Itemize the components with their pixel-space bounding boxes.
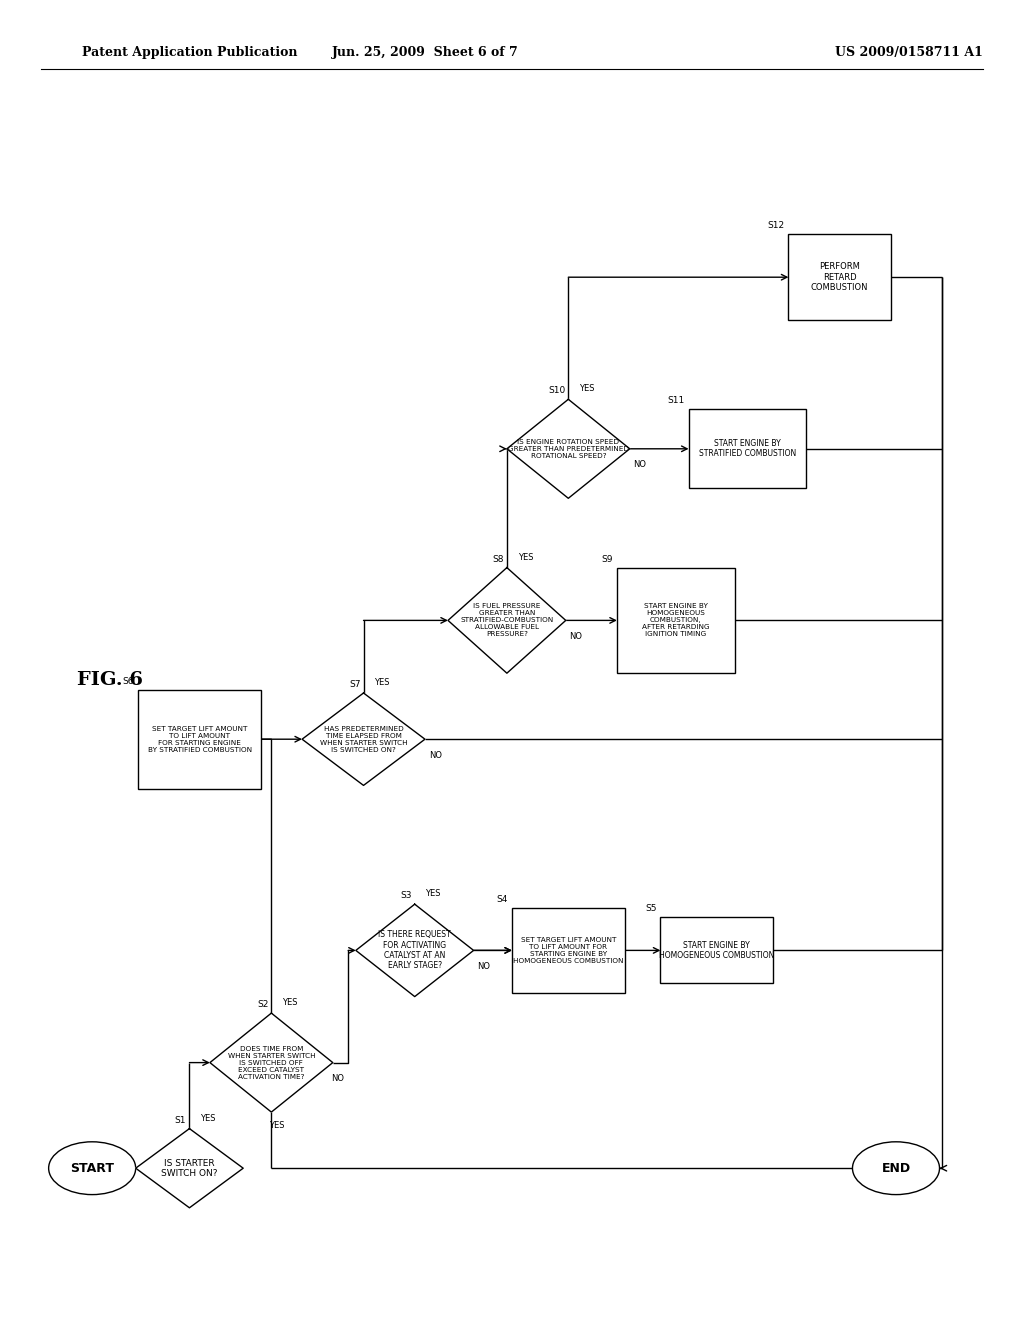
Text: IS ENGINE ROTATION SPEED
GREATER THAN PREDETERMINED
ROTATIONAL SPEED?: IS ENGINE ROTATION SPEED GREATER THAN PR… — [508, 438, 629, 459]
Text: S6: S6 — [123, 677, 134, 686]
Text: IS STARTER
SWITCH ON?: IS STARTER SWITCH ON? — [161, 1159, 218, 1177]
Text: NO: NO — [477, 962, 490, 970]
Text: PERFORM
RETARD
COMBUSTION: PERFORM RETARD COMBUSTION — [811, 263, 868, 292]
Text: YES: YES — [374, 678, 390, 686]
Text: YES: YES — [200, 1114, 216, 1122]
Text: FIG. 6: FIG. 6 — [77, 671, 142, 689]
Text: NO: NO — [429, 751, 441, 759]
Text: Jun. 25, 2009  Sheet 6 of 7: Jun. 25, 2009 Sheet 6 of 7 — [332, 46, 518, 59]
Text: IS FUEL PRESSURE
GREATER THAN
STRATIFIED-COMBUSTION
ALLOWABLE FUEL
PRESSURE?: IS FUEL PRESSURE GREATER THAN STRATIFIED… — [460, 603, 554, 638]
Text: S10: S10 — [548, 387, 565, 396]
Text: YES: YES — [268, 1121, 285, 1130]
Text: END: END — [882, 1162, 910, 1175]
Text: Patent Application Publication: Patent Application Publication — [82, 46, 297, 59]
Text: START ENGINE BY
HOMOGENEOUS COMBUSTION: START ENGINE BY HOMOGENEOUS COMBUSTION — [659, 941, 774, 960]
Polygon shape — [210, 1014, 333, 1111]
Text: DOES TIME FROM
WHEN STARTER SWITCH
IS SWITCHED OFF
EXCEED CATALYST
ACTIVATION TI: DOES TIME FROM WHEN STARTER SWITCH IS SW… — [227, 1045, 315, 1080]
Polygon shape — [507, 399, 630, 498]
Text: START ENGINE BY
HOMOGENEOUS
COMBUSTION,
AFTER RETARDING
IGNITION TIMING: START ENGINE BY HOMOGENEOUS COMBUSTION, … — [642, 603, 710, 638]
Text: S2: S2 — [257, 1001, 268, 1008]
Polygon shape — [302, 693, 425, 785]
Text: YES: YES — [425, 890, 441, 898]
Text: S4: S4 — [497, 895, 508, 903]
Text: YES: YES — [282, 998, 298, 1007]
Ellipse shape — [852, 1142, 940, 1195]
Bar — [688, 409, 807, 488]
Text: NO: NO — [332, 1074, 344, 1082]
Text: S11: S11 — [668, 396, 684, 405]
Ellipse shape — [48, 1142, 135, 1195]
Text: SET TARGET LIFT AMOUNT
TO LIFT AMOUNT
FOR STARTING ENGINE
BY STRATIFIED COMBUSTI: SET TARGET LIFT AMOUNT TO LIFT AMOUNT FO… — [147, 726, 252, 752]
Text: YES: YES — [579, 384, 595, 393]
Polygon shape — [356, 904, 473, 997]
Text: IS THERE REQUEST
FOR ACTIVATING
CATALYST AT AN
EARLY STAGE?: IS THERE REQUEST FOR ACTIVATING CATALYST… — [379, 931, 451, 970]
Text: HAS PREDETERMINED
TIME ELAPSED FROM
WHEN STARTER SWITCH
IS SWITCHED ON?: HAS PREDETERMINED TIME ELAPSED FROM WHEN… — [319, 726, 408, 752]
Text: SET TARGET LIFT AMOUNT
TO LIFT AMOUNT FOR
STARTING ENGINE BY
HOMOGENEOUS COMBUST: SET TARGET LIFT AMOUNT TO LIFT AMOUNT FO… — [513, 937, 624, 964]
Text: NO: NO — [569, 632, 583, 640]
Bar — [138, 689, 261, 788]
Text: S3: S3 — [400, 891, 412, 900]
Text: START ENGINE BY
STRATIFIED COMBUSTION: START ENGINE BY STRATIFIED COMBUSTION — [699, 440, 796, 458]
Bar — [660, 917, 773, 983]
Text: START: START — [71, 1162, 114, 1175]
Text: S12: S12 — [767, 222, 784, 230]
Text: S7: S7 — [349, 680, 360, 689]
Text: US 2009/0158711 A1: US 2009/0158711 A1 — [835, 46, 982, 59]
Bar — [788, 235, 891, 319]
Text: S8: S8 — [493, 554, 504, 564]
Text: YES: YES — [517, 553, 534, 561]
Text: S9: S9 — [601, 554, 612, 564]
Polygon shape — [135, 1129, 244, 1208]
Bar — [616, 568, 735, 673]
Text: NO: NO — [634, 461, 646, 469]
Polygon shape — [449, 568, 565, 673]
Text: S5: S5 — [645, 904, 656, 913]
Text: S1: S1 — [175, 1115, 186, 1125]
Bar — [512, 908, 625, 993]
